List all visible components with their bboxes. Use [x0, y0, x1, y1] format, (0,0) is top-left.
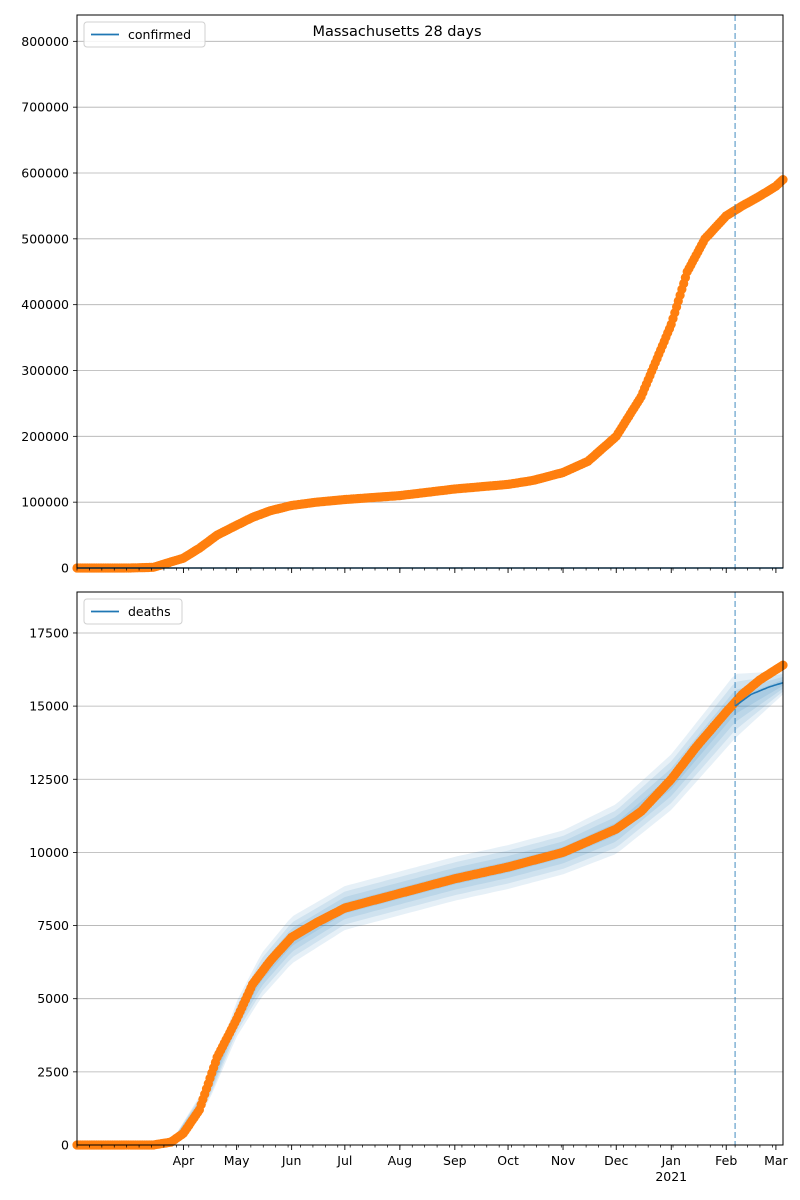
y-tick-label: 7500 — [37, 918, 69, 933]
y-tick-label: 500000 — [21, 231, 69, 246]
y-tick-label: 700000 — [21, 100, 69, 115]
x-tick-label: Nov — [551, 1153, 576, 1168]
x-tick-label: Apr — [173, 1153, 195, 1168]
y-tick-label: 0 — [61, 561, 69, 576]
y-tick-label: 12500 — [29, 772, 69, 787]
y-tick-label: 10000 — [29, 845, 69, 860]
x-tick-label: May — [224, 1153, 250, 1168]
y-tick-label: 400000 — [21, 297, 69, 312]
y-tick-label: 300000 — [21, 363, 69, 378]
x-tick-label: Feb — [715, 1153, 737, 1168]
axes-frame — [76, 591, 784, 1146]
legend-label: confirmed — [128, 27, 191, 42]
y-tick-label: 2500 — [37, 1064, 69, 1079]
x-tick-label: Dec — [604, 1153, 628, 1168]
y-tick-label: 17500 — [29, 625, 69, 640]
y-tick-label: 100000 — [21, 495, 69, 510]
y-tick-label: 5000 — [37, 991, 69, 1006]
y-tick-label: 200000 — [21, 429, 69, 444]
x-tick-label: Oct — [497, 1153, 519, 1168]
y-tick-label: 15000 — [29, 699, 69, 714]
x-tick-label: Jun — [281, 1153, 302, 1168]
legend-box — [83, 21, 206, 48]
model-line — [734, 681, 784, 707]
figure-title: Massachusetts 28 days — [312, 24, 481, 40]
x-tick-label: Sep — [443, 1153, 467, 1168]
legend-label: deaths — [128, 604, 171, 619]
x-tick-label: Aug — [388, 1153, 412, 1168]
x-year-label: 2021 — [655, 1169, 687, 1184]
y-tick-label: 600000 — [21, 166, 69, 181]
y-tick-label: 800000 — [21, 34, 69, 49]
uncertainty-band — [171, 679, 783, 1143]
x-tick-label: Jul — [336, 1153, 352, 1168]
x-tick-label: Jan — [661, 1153, 681, 1168]
legend-box — [83, 598, 183, 625]
x-tick-label: Mar — [764, 1153, 788, 1168]
y-tick-label: 0 — [61, 1138, 69, 1153]
confirmed-chart: 0 100000 200000 300000 400000 500000 600000 700… — [21, 14, 788, 576]
axes-frame — [76, 14, 784, 569]
deaths-chart: 0 2500 5000 7500 10000 12500 15000 17500 Apr May J… — [29, 591, 789, 1184]
